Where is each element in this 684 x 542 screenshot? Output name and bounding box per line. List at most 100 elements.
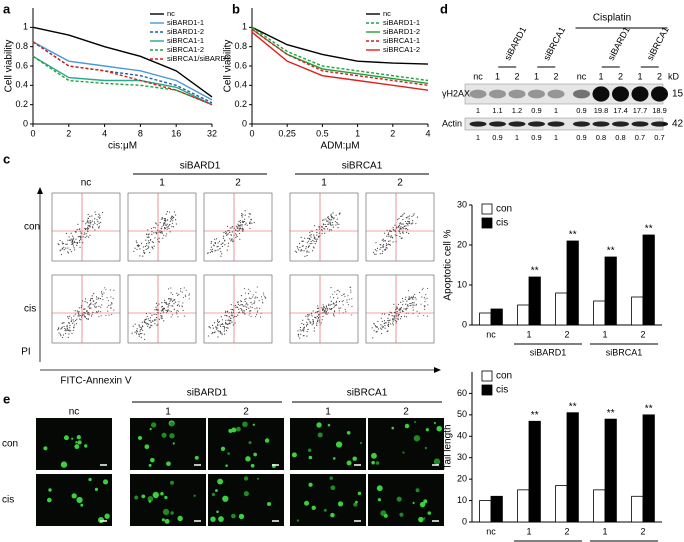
x-tick-label: 4 — [425, 128, 430, 138]
flow-event — [161, 232, 163, 234]
bar — [566, 240, 579, 326]
flow-event — [231, 309, 234, 311]
flow-event — [329, 222, 332, 224]
nucleus — [304, 500, 310, 506]
flow-event — [92, 311, 94, 313]
nucleus — [308, 455, 313, 460]
flow-event — [406, 223, 409, 225]
nucleus — [88, 477, 92, 482]
nucleus — [104, 513, 110, 519]
flow-event — [90, 307, 92, 309]
flow-event — [92, 300, 94, 302]
flow-event — [394, 229, 396, 231]
legend-label: con — [496, 204, 512, 215]
flow-event — [221, 323, 224, 325]
flow-event — [309, 231, 311, 234]
y-tick-label: 0.2 — [15, 99, 28, 109]
flow-event — [140, 336, 142, 338]
flow-event — [62, 334, 65, 336]
flow-event — [312, 321, 315, 323]
flow-event — [219, 332, 221, 334]
flow-event — [138, 324, 140, 326]
flow-event — [225, 310, 227, 312]
legend-label: siBARD1-2 — [167, 27, 204, 36]
flow-event — [239, 304, 241, 307]
flow-event — [244, 305, 246, 307]
flow-event — [226, 315, 228, 317]
flow-event — [136, 328, 138, 330]
flow-event — [59, 239, 61, 242]
flow-event — [417, 315, 419, 317]
flow-event — [94, 229, 96, 231]
flow-event — [240, 304, 242, 306]
flow-event — [99, 217, 101, 219]
flow-event — [381, 332, 383, 335]
lane-label: 1 — [495, 71, 500, 81]
flow-event — [67, 316, 69, 318]
flow-event — [333, 306, 335, 308]
flow-event — [146, 233, 148, 235]
flow-event — [94, 306, 96, 309]
nucleus — [211, 492, 216, 497]
flow-event — [244, 223, 246, 226]
flow-event — [405, 217, 407, 219]
flow-event — [338, 213, 341, 215]
bar — [479, 312, 492, 326]
flow-event — [398, 225, 401, 227]
flow-event — [311, 250, 314, 252]
flow-event — [171, 215, 173, 217]
flow-event — [183, 287, 185, 289]
flow-event — [92, 227, 94, 229]
flow-event — [96, 311, 98, 313]
flow-event — [426, 315, 429, 317]
flow-event — [347, 304, 350, 306]
flow-event — [248, 307, 250, 309]
flow-event — [166, 228, 168, 230]
flow-event — [237, 314, 239, 316]
flow-event — [390, 323, 392, 325]
flow-event — [387, 323, 389, 325]
flow-event — [415, 303, 418, 305]
flow-event — [70, 251, 73, 253]
flow-event — [162, 218, 164, 220]
nucleus — [147, 495, 154, 502]
flow-event — [210, 249, 212, 251]
row-label: Actin — [442, 118, 462, 128]
flow-event — [221, 245, 224, 248]
flow-event — [174, 299, 176, 301]
flow-event — [226, 249, 228, 251]
nucleus — [166, 461, 171, 467]
flow-event — [330, 220, 332, 222]
flow-event — [397, 226, 399, 228]
flow-event — [325, 308, 327, 310]
flow-event — [63, 249, 65, 251]
flow-event — [230, 314, 232, 317]
flow-event — [244, 214, 246, 216]
bar — [517, 304, 530, 326]
nucleus — [418, 516, 424, 523]
nucleus — [97, 516, 105, 524]
nucleus — [222, 495, 229, 502]
flow-event — [407, 220, 409, 222]
flow-event — [403, 315, 406, 317]
legend-label: nc — [383, 9, 391, 18]
column-label: 2 — [243, 407, 249, 418]
flow-event — [427, 304, 429, 306]
nucleus — [148, 463, 152, 467]
flow-event — [241, 216, 243, 218]
flow-event — [302, 245, 304, 247]
flow-event — [403, 212, 405, 215]
x-tick-label: 0 — [249, 128, 254, 138]
flow-event — [237, 303, 240, 305]
flow-event — [153, 232, 155, 234]
flow-event — [184, 294, 187, 296]
flow-event — [249, 221, 251, 223]
nucleus — [337, 501, 344, 507]
x-tick-label: 1 — [355, 128, 360, 138]
nucleus — [375, 461, 380, 465]
flow-event — [165, 309, 167, 311]
flow-event — [214, 331, 216, 333]
flow-event — [238, 308, 240, 310]
flow-event — [340, 307, 342, 309]
flow-event — [398, 309, 400, 311]
